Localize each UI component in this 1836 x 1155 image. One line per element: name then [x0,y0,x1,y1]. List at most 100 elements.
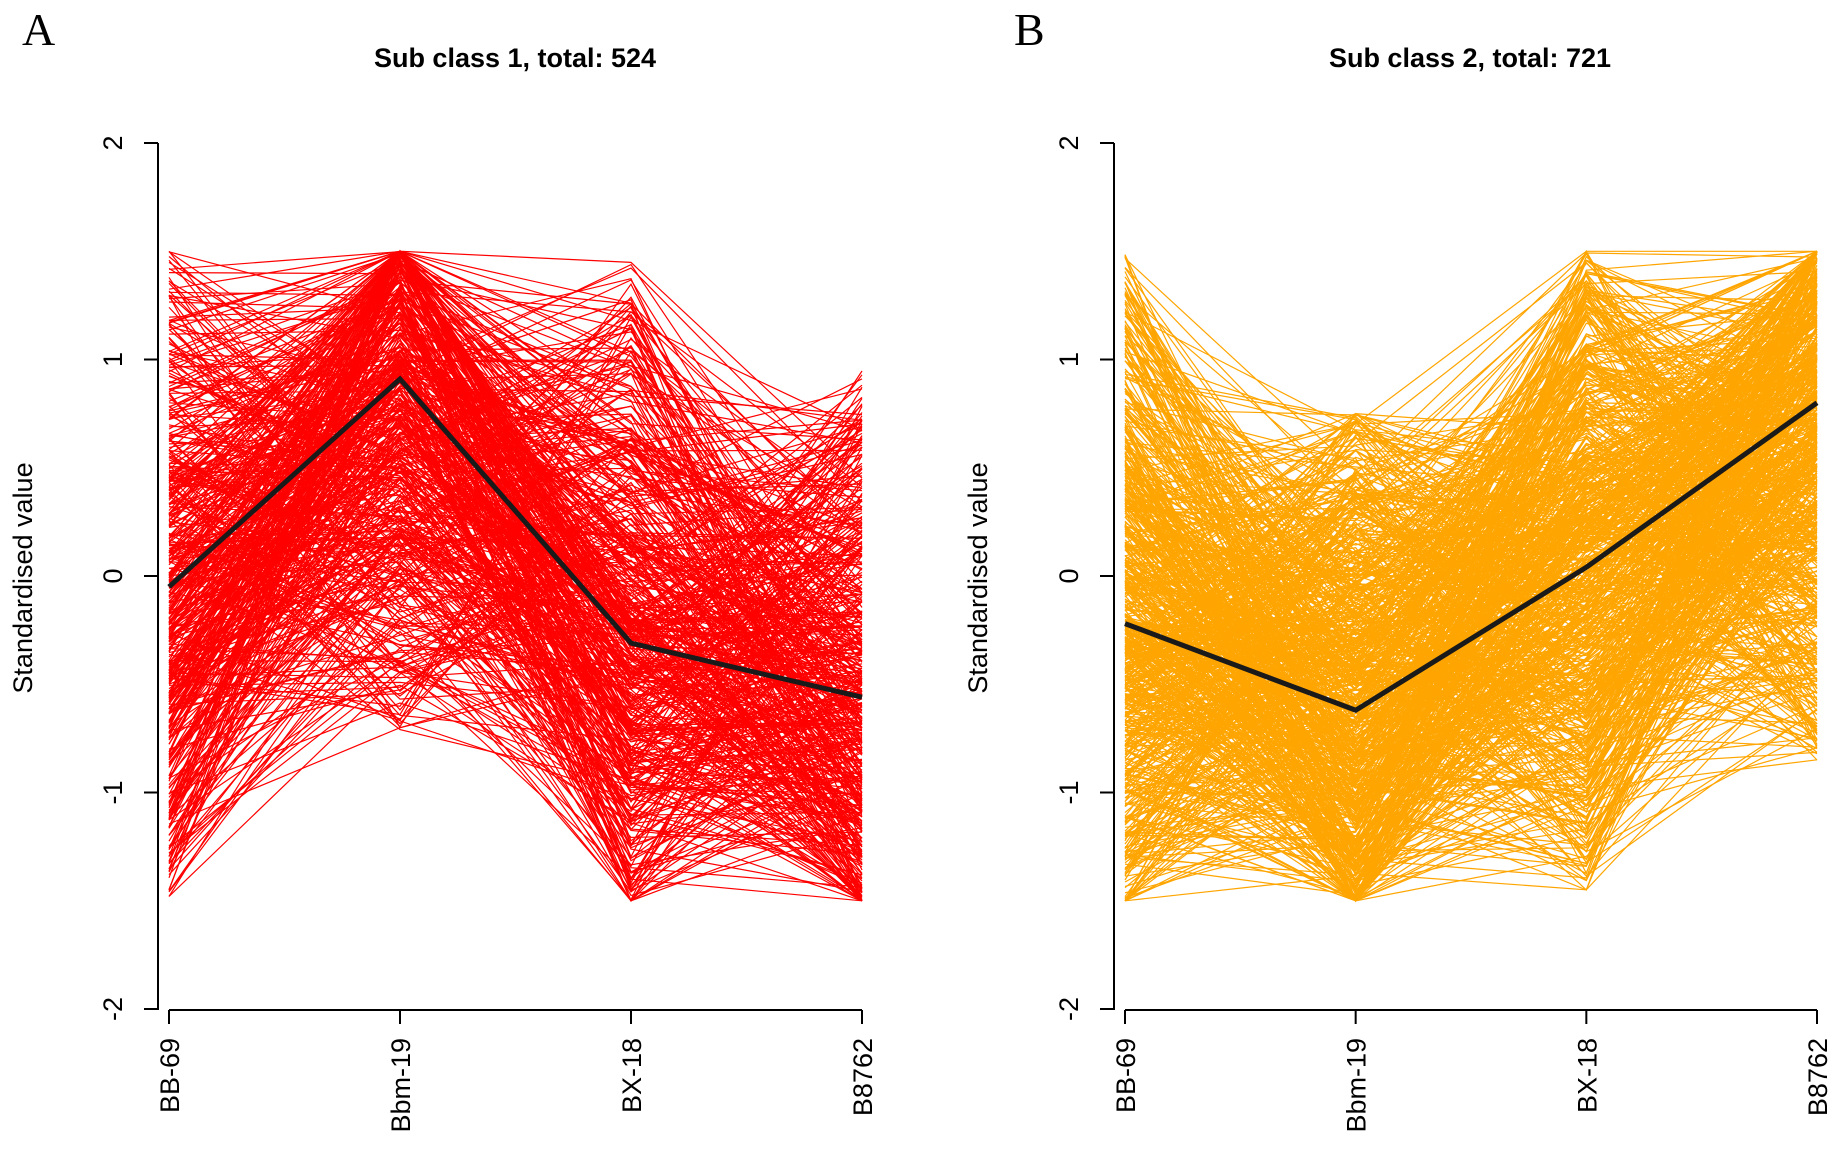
profile-line [168,327,863,711]
profile-line [168,500,863,897]
profile-line [1124,353,1818,891]
x-axis-a: BB-69 Bbm-19 BX-18 B8762 [155,1009,878,1133]
profile-line [168,276,863,843]
x-category-label: Bbm-19 [386,1038,416,1133]
profile-line [168,250,863,765]
profile-line [1124,351,1818,515]
profile-line [168,438,863,785]
profile-line [168,514,863,624]
profile-line [1124,540,1818,858]
profile-line [1124,317,1818,784]
profile-line [168,324,863,682]
profile-line [168,426,863,776]
profile-line [1124,297,1818,902]
profile-line [168,323,863,876]
profile-line [168,379,863,902]
profile-line [1124,509,1818,785]
profile-line [168,390,863,679]
x-category-label: B8762 [848,1038,878,1116]
profile-line [1124,411,1818,749]
profile-line [1124,419,1818,782]
profile-line [1124,295,1818,740]
profile-line [168,551,863,619]
profile-line [168,333,863,710]
profile-line [168,358,863,718]
profile-line [168,315,863,742]
y-tick-label: 0 [1054,568,1084,583]
profile-line [168,250,863,781]
profile-line [168,250,863,620]
x-category-label: Bbm-19 [1342,1038,1372,1133]
profile-line [168,353,863,504]
profile-line [1124,349,1818,583]
profile-line [168,536,863,737]
profile-line [1124,379,1818,837]
chart-title-b: Sub class 2, total: 721 [1329,43,1611,73]
y-axis-title-a: Standardised value [8,462,38,693]
profile-line [1124,516,1818,841]
profile-line [1124,621,1818,877]
chart-panel-a: A Sub class 1, total: 524 Standardised v… [8,4,878,1133]
y-axis-a: -2 -1 0 1 2 [98,135,159,1021]
profile-line [1124,485,1818,762]
profile-line [168,291,863,890]
profile-line [1124,320,1818,902]
profile-line [1124,251,1818,740]
profile-line [168,595,863,726]
panel-label-a: A [22,4,55,55]
profile-line [168,355,863,902]
profile-line [1124,259,1818,580]
profile-line [1124,293,1818,794]
profile-line [168,373,863,617]
profile-line [1124,423,1818,887]
profile-line [1124,359,1818,896]
profile-line [168,378,863,819]
profile-line [168,329,863,444]
x-category-label: BX-18 [1572,1038,1602,1113]
profile-line [1124,597,1818,902]
profile-line [168,267,863,543]
profile-line [168,322,863,626]
y-tick-label: -2 [1054,997,1084,1021]
profile-line [168,296,863,740]
profile-line [168,437,863,787]
profile-line [168,437,863,810]
profile-line [1124,498,1818,766]
y-tick-label: -1 [1054,780,1084,804]
profile-line [168,312,863,821]
profile-line [168,554,863,788]
profile-line [1124,495,1818,693]
profile-line [168,269,863,714]
profile-line [168,250,863,806]
profile-line [168,517,863,829]
y-tick-label: 2 [98,135,128,150]
profile-line [1124,448,1818,902]
y-axis-title-b: Standardised value [963,462,993,693]
profile-line [1124,396,1818,842]
profile-line [168,466,863,902]
profile-line [1124,619,1818,817]
profile-line [1124,279,1818,774]
profile-line [1124,477,1818,578]
profile-line [168,259,863,432]
profile-line [1124,315,1818,795]
profile-line [168,367,863,774]
profile-line [168,249,863,846]
profile-line [1124,313,1818,888]
profile-line [1124,521,1818,856]
profile-line [168,555,863,902]
profile-line [168,373,863,788]
profile-line [1124,262,1818,693]
profile-line [1124,466,1818,883]
profile-line [1124,289,1818,592]
profile-line [1124,558,1818,834]
profile-line [168,591,863,668]
profile-line [1124,291,1818,696]
profile-line [168,343,863,602]
x-category-label: BB-69 [155,1038,185,1113]
profile-line [168,338,863,623]
profile-line [168,250,863,581]
profile-line [1124,322,1818,741]
profile-line [1124,410,1818,892]
